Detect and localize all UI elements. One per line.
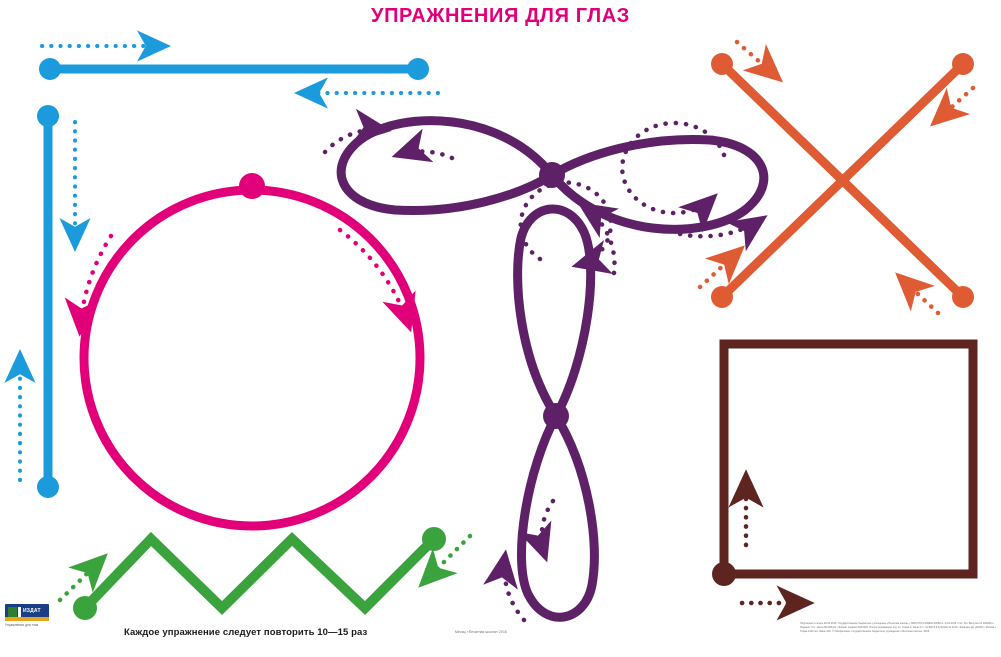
logo-subtitle: Упражнения для глаз bbox=[5, 623, 39, 627]
arrow-loop-bottom-inner-infinity-vertical bbox=[518, 498, 556, 563]
logo-brand-text: ИЗДАТ bbox=[23, 608, 41, 614]
logo-square-green bbox=[8, 607, 17, 617]
arrow-loop-left-inner-infinity-horizontal bbox=[391, 128, 455, 163]
exercise-horizontal-line bbox=[39, 30, 440, 109]
cross-dot-top-right bbox=[952, 53, 974, 75]
arrow-down-left-cross-top-right bbox=[929, 85, 976, 127]
arrow-clockwise-right-circle bbox=[337, 227, 416, 333]
logo-square-white bbox=[18, 607, 21, 617]
circle-start-dot bbox=[239, 173, 265, 199]
vertical-line-dot-bottom bbox=[37, 476, 59, 498]
repeat-instruction-caption: Каждое упражнение следует повторить 10—1… bbox=[124, 627, 368, 638]
arrow-loop-right-outer-infinity-horizontal bbox=[677, 215, 768, 252]
horizontal-line-dot-right bbox=[407, 58, 429, 80]
exercise-square bbox=[712, 339, 978, 621]
logo-mark: ИЗДАТ bbox=[5, 604, 49, 621]
cross-stroke-ne-sw bbox=[717, 59, 968, 302]
arrow-counterclockwise-left-circle bbox=[64, 233, 114, 337]
cross-dot-bottom-left bbox=[711, 286, 733, 308]
square-stroke bbox=[719, 339, 978, 579]
arrow-up-left-cross-bottom-right bbox=[895, 272, 941, 316]
exercise-infinity-vertical bbox=[483, 180, 619, 623]
zigzag-dot-start bbox=[73, 596, 97, 620]
square-start-dot bbox=[712, 562, 736, 586]
arrow-loop-bottom-outer-infinity-vertical bbox=[483, 549, 527, 623]
vertical-line-dot-top bbox=[37, 105, 59, 127]
cross-dot-top-left bbox=[711, 53, 733, 75]
page-title: УПРАЖНЕНИЯ ДЛЯ ГЛАЗ bbox=[371, 5, 630, 27]
exercise-zigzag bbox=[57, 527, 473, 620]
exercise-diagonal-cross bbox=[697, 39, 976, 316]
arrow-up-right-zigzag-start bbox=[57, 553, 108, 603]
publisher-logo: ИЗДАТ Упражнения для глаз bbox=[5, 604, 51, 627]
horizontal-line-dot-left bbox=[39, 58, 61, 80]
infinity-horizontal-center-dot bbox=[539, 162, 565, 188]
arrow-loop-top-outer-infinity-vertical bbox=[577, 202, 619, 276]
arrow-down-left-zigzag-end bbox=[418, 533, 473, 588]
arrow-up-right-cross-bottom-left bbox=[697, 245, 745, 290]
zigzag-stroke bbox=[81, 531, 438, 615]
imprint-text: Подписано в печать 28.04.2016. Государст… bbox=[800, 622, 996, 633]
arrow-loop-left-outer-infinity-horizontal bbox=[322, 108, 392, 155]
arrow-down-right-cross-top-left bbox=[734, 39, 784, 83]
zigzag-dot-end bbox=[422, 527, 446, 551]
exercise-infinity-horizontal bbox=[322, 108, 769, 252]
circle-stroke bbox=[79, 185, 425, 531]
cross-dot-bottom-right bbox=[952, 286, 974, 308]
logo-accent-bar bbox=[5, 617, 49, 621]
middle-note: Месяц «Печатная школа» 2016 bbox=[455, 630, 507, 634]
infinity-vertical-center-dot bbox=[543, 403, 569, 429]
exercise-circle bbox=[64, 173, 425, 531]
exercise-vertical-line bbox=[4, 105, 91, 498]
